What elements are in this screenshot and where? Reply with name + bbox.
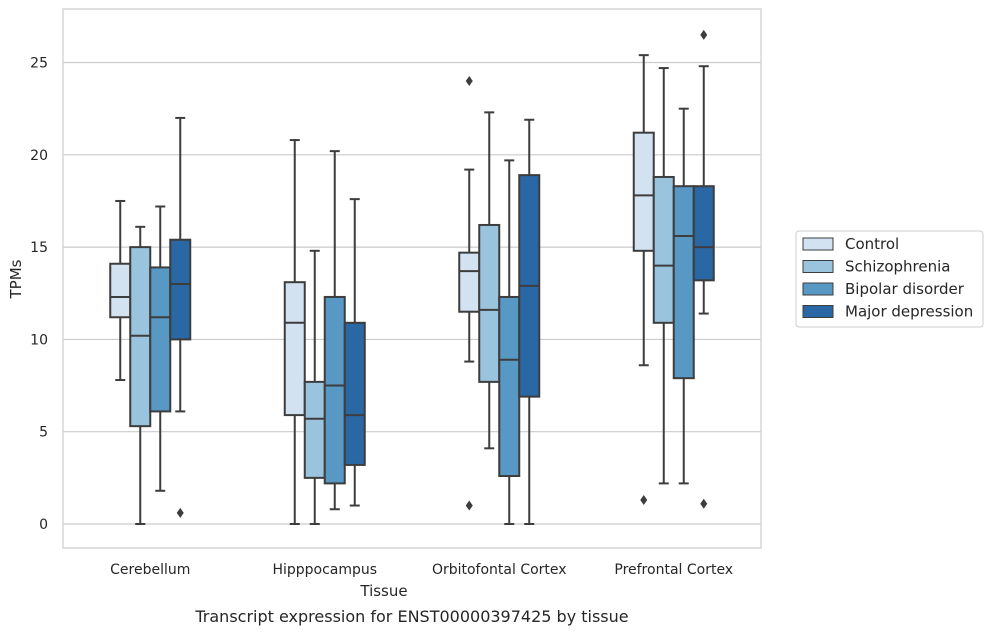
box-group xyxy=(672,107,695,485)
box-group xyxy=(343,198,366,507)
box xyxy=(692,185,715,282)
y-tick-label: 5 xyxy=(39,425,48,441)
x-tick-label: Hipppocampus xyxy=(272,562,377,578)
box-group xyxy=(478,111,501,450)
box xyxy=(283,281,306,417)
box-group xyxy=(632,54,655,506)
box xyxy=(149,266,172,413)
x-axis-label: Tissue xyxy=(359,582,407,600)
x-tick-label: Prefrontal Cortex xyxy=(614,562,733,578)
box-group xyxy=(652,67,675,485)
x-tick-label: Cerebellum xyxy=(110,562,190,578)
box-group xyxy=(283,139,306,526)
legend-frame xyxy=(795,230,984,328)
box xyxy=(343,321,366,466)
legend-swatch xyxy=(802,260,834,273)
legend-swatch xyxy=(802,237,834,251)
box-group xyxy=(169,116,192,518)
box xyxy=(169,238,192,341)
legend-label: Bipolar disorder xyxy=(845,280,965,298)
legend-swatch xyxy=(802,282,834,296)
legend-label: Control xyxy=(845,235,899,253)
outlier-marker xyxy=(640,495,648,506)
y-tick-label: 0 xyxy=(39,517,48,533)
box-group xyxy=(692,29,715,509)
outlier-marker xyxy=(700,498,708,509)
y-tick-label: 20 xyxy=(30,148,48,164)
y-tick-labels: 0 5 10 15 20 25 xyxy=(30,56,48,533)
box xyxy=(652,175,675,324)
box xyxy=(498,295,521,478)
box xyxy=(632,131,655,252)
y-axis-label: TPMs xyxy=(7,259,25,299)
x-tick-label: Orbitofontal Cortex xyxy=(432,562,567,578)
legend-label: Major depression xyxy=(845,303,973,321)
box xyxy=(109,262,132,319)
box xyxy=(478,223,501,383)
legend-items: Control Schizophrenia Bipolar disorder Majo… xyxy=(802,235,973,321)
box-group xyxy=(303,249,326,526)
box xyxy=(303,380,326,479)
box-group xyxy=(518,118,541,526)
legend-swatch xyxy=(802,305,834,318)
outlier-marker xyxy=(176,507,184,518)
box xyxy=(323,295,346,485)
outlier-marker xyxy=(465,75,473,86)
y-tick-label: 10 xyxy=(30,332,48,348)
outlier-marker xyxy=(700,29,708,40)
y-tick-label: 25 xyxy=(30,56,48,72)
box xyxy=(672,185,695,380)
legend: Control Schizophrenia Bipolar disorder Majo… xyxy=(795,230,984,328)
x-tick-labels: Cerebellum Hipppocampus Orbitofontal Corte… xyxy=(110,562,733,578)
box-groups xyxy=(109,29,715,526)
outlier-marker xyxy=(465,500,473,511)
legend-label: Schizophrenia xyxy=(845,258,950,276)
box xyxy=(458,251,481,313)
chart-caption: Transcript expression for ENST0000039742… xyxy=(194,607,628,626)
box-group xyxy=(149,205,172,492)
y-tick-label: 15 xyxy=(30,240,48,256)
